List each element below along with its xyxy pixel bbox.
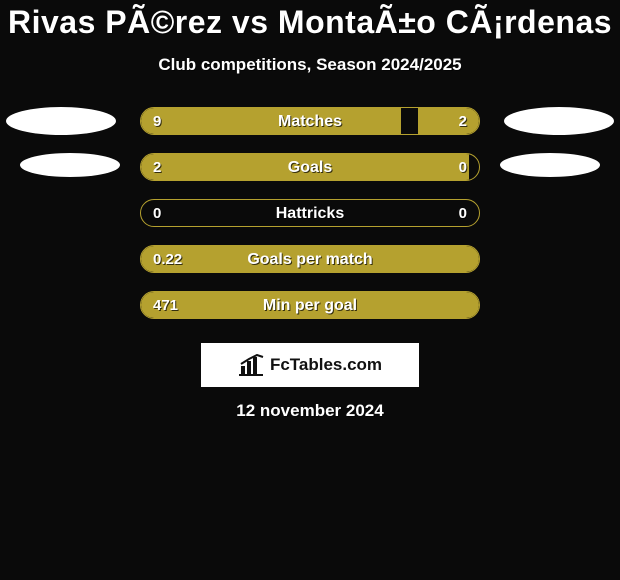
stat-bar-left-fill (141, 154, 469, 180)
stat-bar-right-fill (418, 108, 479, 134)
stat-bar: 0 0 Hattricks (140, 199, 480, 227)
stat-right-value: 0 (459, 200, 467, 227)
player-right-marker (504, 107, 614, 135)
stat-left-value: 0.22 (153, 246, 182, 273)
stat-row: 471 Min per goal (0, 283, 620, 329)
stat-label: Hattricks (141, 200, 479, 227)
stat-left-value: 9 (153, 108, 161, 135)
page-title: Rivas PÃ©rez vs MontaÃ±o CÃ¡rdenas (0, 0, 620, 41)
date-label: 12 november 2024 (0, 401, 620, 421)
chart-icon (238, 354, 264, 376)
subtitle: Club competitions, Season 2024/2025 (0, 55, 620, 75)
stat-row: 9 2 Matches (0, 99, 620, 145)
stat-bar: 471 Min per goal (140, 291, 480, 319)
stat-row: 2 0 Goals (0, 145, 620, 191)
stat-bar: 9 2 Matches (140, 107, 480, 135)
brand-badge[interactable]: FcTables.com (201, 343, 419, 387)
stat-right-value: 0 (459, 154, 467, 181)
stat-bar: 0.22 Goals per match (140, 245, 480, 273)
player-left-marker (20, 153, 120, 177)
stat-row: 0.22 Goals per match (0, 237, 620, 283)
player-left-marker (6, 107, 116, 135)
stat-left-value: 0 (153, 200, 161, 227)
stat-bar: 2 0 Goals (140, 153, 480, 181)
stat-row: 0 0 Hattricks (0, 191, 620, 237)
stat-bar-left-fill (141, 108, 401, 134)
brand-text: FcTables.com (270, 355, 382, 375)
stat-left-value: 2 (153, 154, 161, 181)
player-right-marker (500, 153, 600, 177)
stats-rows: 9 2 Matches 2 0 Goals 0 0 (0, 99, 620, 329)
stat-left-value: 471 (153, 292, 178, 319)
stat-bar-left-fill (141, 292, 479, 318)
stat-right-value: 2 (459, 108, 467, 135)
stat-bar-left-fill (141, 246, 479, 272)
comparison-widget: Rivas PÃ©rez vs MontaÃ±o CÃ¡rdenas Club … (0, 0, 620, 580)
